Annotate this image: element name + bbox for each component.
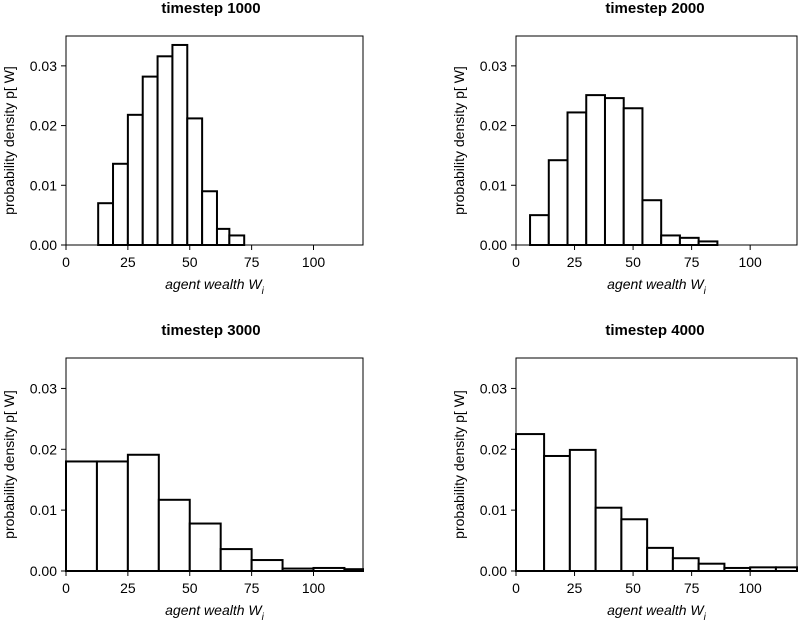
y-tick-label: 0.01	[480, 502, 507, 518]
x-tick-label: 0	[512, 580, 520, 596]
histogram-bar	[250, 559, 284, 573]
panel-3: timestep 3000 0 25 50 75 100 0.00 0.01 0.02 0.03 a…	[1, 322, 364, 622]
histogram-bar	[646, 546, 674, 572]
panel-1: timestep 1000 0 25 50 75 100 0.00 0.01 0.02 0.03 a…	[1, 0, 364, 297]
x-tick-label: 25	[120, 580, 136, 596]
histogram-bar	[219, 548, 253, 573]
plot-frame	[65, 357, 364, 572]
x-tick-label: 50	[625, 254, 641, 270]
y-tick-label: 0.03	[30, 380, 57, 396]
histogram-bar	[697, 562, 726, 573]
histogram-bar	[65, 460, 98, 573]
x-tick-label: 100	[302, 254, 326, 270]
histogram-bar	[774, 566, 798, 573]
y-tick-label: 0.03	[30, 58, 57, 74]
panel-title: timestep 3000	[161, 322, 260, 339]
x-tick-label: 100	[738, 254, 762, 270]
histogram-bar	[515, 433, 546, 573]
y-tick-label: 0.01	[30, 177, 57, 193]
y-tick-label: 0.00	[480, 237, 507, 253]
plot-frame	[65, 35, 364, 246]
histogram-bar	[749, 566, 777, 573]
panel-2: timestep 2000 0 25 50 75 100 0.00 0.01 0.02 0.03 a…	[451, 0, 798, 297]
y-tick-label: 0.02	[30, 118, 57, 134]
y-tick-label: 0.01	[30, 502, 57, 518]
y-tick-label: 0.03	[480, 380, 507, 396]
histogram-bar	[603, 97, 625, 246]
x-tick-label: 0	[62, 580, 70, 596]
y-axis-label: probability density p[ W]	[1, 66, 17, 215]
panel-title: timestep 2000	[605, 0, 704, 17]
x-axis-label: agent wealth Wi	[165, 276, 265, 297]
histogram-bar	[547, 159, 569, 247]
y-tick-label: 0.00	[30, 237, 57, 253]
histogram-bar	[622, 107, 644, 246]
x-tick-label: 25	[567, 580, 583, 596]
y-tick-label: 0.00	[480, 563, 507, 579]
y-tick-label: 0.02	[480, 118, 507, 134]
y-axis-label: probability density p[ W]	[451, 390, 467, 539]
x-tick-label: 0	[62, 254, 70, 270]
y-tick-label: 0.02	[480, 441, 507, 457]
histogram-bar	[157, 498, 191, 573]
x-tick-label: 25	[120, 254, 136, 270]
histogram-bar	[620, 518, 649, 572]
histogram-bar	[126, 453, 160, 572]
histogram-bar	[126, 113, 144, 246]
x-tick-label: 100	[738, 580, 762, 596]
histogram-bar	[566, 111, 588, 247]
histogram-bar	[585, 94, 606, 246]
histogram-bar	[201, 190, 218, 246]
histogram-bar	[697, 240, 719, 247]
histogram-bar	[641, 199, 663, 246]
y-axis-label: probability density p[ W]	[1, 390, 17, 539]
y-tick-label: 0.02	[30, 441, 57, 457]
x-tick-label: 25	[567, 254, 583, 270]
x-tick-label: 75	[244, 254, 260, 270]
plot-frame	[515, 357, 798, 572]
x-tick-label: 50	[182, 580, 198, 596]
y-tick-label: 0.03	[480, 58, 507, 74]
histogram-bar	[215, 227, 231, 246]
histogram-bar	[594, 506, 623, 572]
histogram-bar	[660, 234, 681, 246]
histogram-bar	[188, 522, 222, 573]
panel-title: timestep 1000	[161, 0, 260, 17]
x-tick-label: 50	[182, 254, 198, 270]
histogram-bar	[95, 460, 129, 573]
x-tick-label: 0	[512, 254, 520, 270]
y-tick-label: 0.01	[480, 177, 507, 193]
histogram-bar	[97, 202, 115, 246]
x-axis-label: agent wealth Wi	[607, 602, 707, 622]
histogram-bar	[186, 117, 204, 246]
x-axis-label: agent wealth Wi	[165, 602, 265, 622]
x-tick-label: 50	[625, 580, 641, 596]
panel-4: timestep 4000 0 25 50 75 100 0.00 0.01 0.02 0.03 a…	[451, 322, 798, 622]
x-axis-label: agent wealth Wi	[607, 276, 707, 297]
histogram-bar	[568, 448, 597, 572]
x-tick-label: 75	[244, 580, 260, 596]
plot-frame	[515, 35, 798, 246]
histogram-bar	[141, 75, 159, 246]
histogram-bar	[678, 236, 700, 247]
x-tick-label: 75	[684, 254, 700, 270]
histogram-bar	[171, 43, 189, 247]
histogram-bar	[228, 234, 246, 246]
y-tick-label: 0.00	[30, 563, 57, 579]
x-tick-label: 100	[302, 580, 326, 596]
histogram-bar	[156, 55, 174, 246]
histogram-bar	[671, 557, 700, 572]
x-tick-label: 75	[684, 580, 700, 596]
panel-title: timestep 4000	[605, 322, 704, 339]
histogram-bar	[112, 162, 129, 246]
histogram-bar	[543, 454, 571, 573]
y-axis-label: probability density p[ W]	[451, 66, 467, 215]
histogram-bar	[529, 214, 550, 246]
